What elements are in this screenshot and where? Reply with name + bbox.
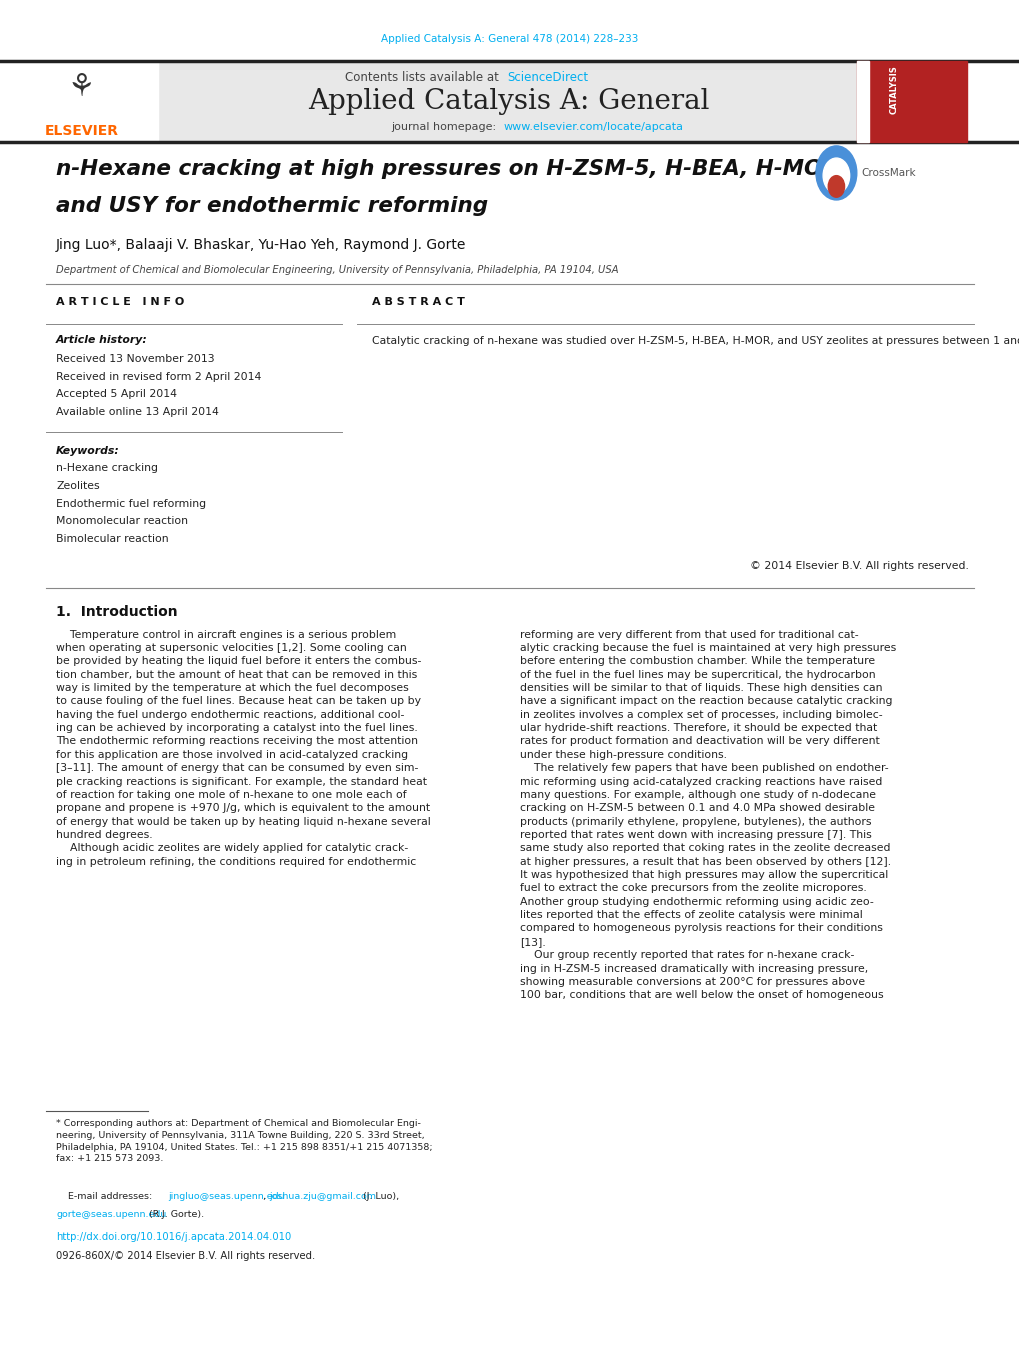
Text: jingluo@seas.upenn.edu: jingluo@seas.upenn.edu [168, 1192, 284, 1201]
Text: and USY for endothermic reforming: and USY for endothermic reforming [56, 196, 488, 216]
Text: Received in revised form 2 April 2014: Received in revised form 2 April 2014 [56, 372, 261, 381]
Text: Available online 13 April 2014: Available online 13 April 2014 [56, 407, 219, 416]
Text: Jing Luo*, Balaaji V. Bhaskar, Yu-Hao Yeh, Raymond J. Gorte: Jing Luo*, Balaaji V. Bhaskar, Yu-Hao Ye… [56, 238, 466, 251]
Text: Keywords:: Keywords: [56, 446, 120, 455]
Circle shape [822, 158, 849, 193]
Text: 0926-860X/© 2014 Elsevier B.V. All rights reserved.: 0926-860X/© 2014 Elsevier B.V. All right… [56, 1251, 315, 1260]
Text: A B S T R A C T: A B S T R A C T [372, 297, 465, 307]
Text: CrossMark: CrossMark [860, 168, 915, 178]
Text: Applied Catalysis A: General 478 (2014) 228–233: Applied Catalysis A: General 478 (2014) … [381, 34, 638, 43]
Bar [0, 61, 158, 142]
Circle shape [827, 176, 844, 197]
Bar [856, 61, 868, 142]
Text: A R T I C L E   I N F O: A R T I C L E I N F O [56, 297, 184, 307]
Text: 1.  Introduction: 1. Introduction [56, 605, 177, 619]
Text: Applied Catalysis A: General: Applied Catalysis A: General [308, 88, 709, 115]
Text: © 2014 Elsevier B.V. All rights reserved.: © 2014 Elsevier B.V. All rights reserved… [749, 561, 968, 570]
Text: ⚘: ⚘ [68, 73, 95, 103]
Text: ,: , [263, 1192, 269, 1201]
Text: * Corresponding authors at: Department of Chemical and Biomolecular Engi-
neerin: * Corresponding authors at: Department o… [56, 1119, 432, 1163]
Text: (R.J. Gorte).: (R.J. Gorte). [146, 1210, 204, 1220]
Text: Monomolecular reaction: Monomolecular reaction [56, 516, 187, 526]
Text: journal homepage:: journal homepage: [391, 122, 499, 132]
Text: Accepted 5 April 2014: Accepted 5 April 2014 [56, 389, 177, 399]
Text: Department of Chemical and Biomolecular Engineering, University of Pennsylvania,: Department of Chemical and Biomolecular … [56, 265, 619, 274]
Bar [158, 61, 856, 142]
Text: Zeolites: Zeolites [56, 481, 100, 490]
Text: http://dx.doi.org/10.1016/j.apcata.2014.04.010: http://dx.doi.org/10.1016/j.apcata.2014.… [56, 1232, 291, 1242]
Text: Contents lists available at: Contents lists available at [344, 70, 502, 84]
Text: gorte@seas.upenn.edu: gorte@seas.upenn.edu [56, 1210, 166, 1220]
Text: Article history:: Article history: [56, 335, 148, 345]
Text: CATALYSIS: CATALYSIS [890, 65, 898, 113]
Text: Received 13 November 2013: Received 13 November 2013 [56, 354, 215, 363]
Text: joshua.zju@gmail.com: joshua.zju@gmail.com [269, 1192, 376, 1201]
Text: ScienceDirect: ScienceDirect [506, 70, 588, 84]
Text: n-Hexane cracking: n-Hexane cracking [56, 463, 158, 473]
Text: www.elsevier.com/locate/apcata: www.elsevier.com/locate/apcata [503, 122, 683, 132]
Text: n-Hexane cracking at high pressures on H-ZSM-5, H-BEA, H-MOR,: n-Hexane cracking at high pressures on H… [56, 159, 847, 180]
Text: reforming are very different from that used for traditional cat-
alytic cracking: reforming are very different from that u… [520, 630, 896, 1000]
Circle shape [815, 146, 856, 200]
Text: E-mail addresses:: E-mail addresses: [56, 1192, 155, 1201]
Text: ELSEVIER: ELSEVIER [45, 124, 118, 138]
Text: Endothermic fuel reforming: Endothermic fuel reforming [56, 499, 206, 508]
Text: (J. Luo),: (J. Luo), [360, 1192, 398, 1201]
Bar [856, 61, 966, 142]
Text: Temperature control in aircraft engines is a serious problem
when operating at s: Temperature control in aircraft engines … [56, 630, 430, 867]
Text: Bimolecular reaction: Bimolecular reaction [56, 534, 168, 543]
Text: Catalytic cracking of n-hexane was studied over H-ZSM-5, H-BEA, H-MOR, and USY z: Catalytic cracking of n-hexane was studi… [372, 336, 1019, 346]
